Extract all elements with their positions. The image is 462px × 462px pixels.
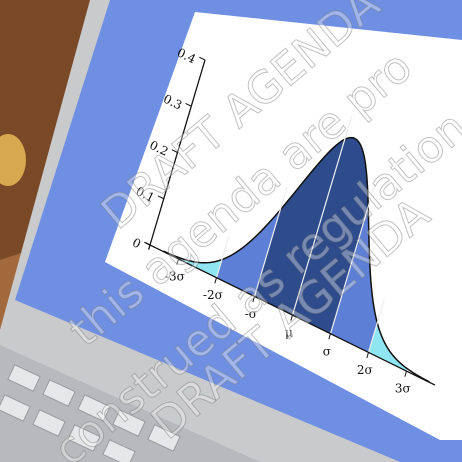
x-tick-label: 3σ — [395, 382, 411, 396]
x-tick-label: 2σ — [357, 363, 373, 377]
x-tick-label: σ — [323, 344, 331, 358]
photo: 0.40.30.20.10-3σ-2σ-σμσ2σ3σ DRAFT AGENDA… — [0, 0, 462, 462]
